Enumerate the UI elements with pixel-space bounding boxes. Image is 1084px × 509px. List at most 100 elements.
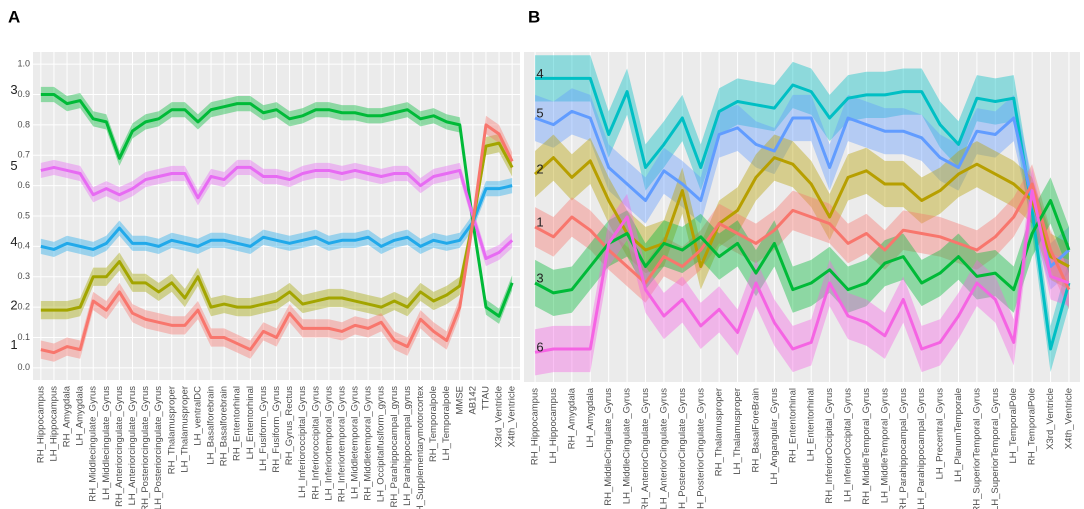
x-tick-label: RH_Amygdala: [566, 387, 577, 449]
x-tick-label: LH_MiddleCingulate_Gyrus: [622, 388, 633, 504]
x-tick-label: RH_Amygdala: [62, 385, 73, 447]
y-tick-label: 0.4: [17, 241, 30, 251]
series-label: 1: [10, 337, 17, 352]
x-tick-label: LH_Inferioroccipital_Gyrus: [297, 386, 308, 498]
series-line: [40, 123, 514, 355]
series-line: [40, 184, 513, 251]
x-tick-label: LH_Anteriorcingulate_Gyrus: [127, 386, 138, 506]
series-label: 4: [10, 234, 17, 249]
x-tick-label: RH_MiddleCingulate_Gyrus: [603, 388, 614, 506]
x-tick-label: RH_Gyrus_Rectus: [284, 386, 295, 465]
x-tick-label: RH_Parahippocampal_Gyrus: [898, 388, 909, 509]
y-tick-label: 0.6: [17, 180, 30, 190]
x-tick-label: LH_SuperiorTemporal_Gyrus: [990, 388, 1001, 509]
x-tick-label: AB142: [467, 386, 478, 415]
y-tick-label: 0.5: [17, 210, 30, 220]
x-tick-label: LH_Precentral_Gyrus: [935, 388, 946, 480]
x-tick-label: X3rd_Ventricle: [1045, 388, 1056, 450]
x-tick-label: RH_Basalforebrain: [219, 386, 230, 466]
x-tick-label: RH_MiddleTemporal_Gyrus: [861, 388, 872, 505]
x-tick-label: RH_PosteriorCingulate_Gyrus: [677, 388, 688, 509]
ribbon: [535, 167, 1069, 376]
x-tick-label: LH_Angangular_Gyrus: [769, 388, 780, 485]
x-tick-label: LH_Parahippocampal_gyrus: [402, 386, 413, 506]
x-tick-label: LH_Amygdala: [75, 385, 86, 445]
x-tick-label: RH_Thalamusproper: [714, 388, 725, 476]
x-tick-label: LH_Thalamusproper: [179, 386, 190, 473]
x-tick-label: RH_Ententorhinal: [232, 386, 243, 461]
y-tick-label: 0.3: [17, 271, 30, 281]
x-tick-label: LH_MiddleTemporal_Gyrus: [879, 388, 890, 503]
ribbon: [40, 178, 513, 257]
series-label: 2: [10, 298, 17, 313]
series-label: 6: [536, 340, 543, 355]
series-line: [534, 156, 1070, 268]
x-tick-label: RH_Thalamusproper: [166, 386, 177, 474]
x-tick-label: LH_Ententorhinal: [806, 388, 817, 461]
series-line: [534, 182, 1071, 291]
series-line: [535, 76, 1071, 351]
y-tick-label: 0.8: [17, 119, 30, 129]
x-tick-label: LH_Amygdala: [585, 387, 596, 447]
series-label: 1: [536, 214, 543, 229]
y-tick-label: 0.2: [17, 301, 30, 311]
series-line: [534, 199, 1071, 295]
x-tick-label: RH_Anteriorcingulate_Gyrus: [114, 386, 125, 507]
series-label: 5: [536, 105, 543, 120]
series-label: 5: [10, 158, 17, 173]
panel-label: A: [8, 7, 20, 26]
y-tick-label: 0.7: [17, 150, 30, 160]
x-tick-label: MMSE: [454, 386, 465, 415]
x-tick-label: RH_TemporalPole: [1027, 388, 1038, 465]
x-tick-label: X3rd_Ventricle: [494, 386, 505, 448]
x-tick-label: RH_Inferiortemporal_Gyrus: [336, 386, 347, 502]
x-tick-label: LH_Hippocampus: [48, 386, 59, 462]
y-tick-label: 0.9: [17, 89, 30, 99]
y-tick-label: 0.1: [17, 332, 30, 342]
x-tick-label: RH_Fusiform_Gyrus: [271, 386, 282, 473]
ribbon: [535, 177, 1069, 316]
panel-label: B: [528, 7, 540, 26]
x-tick-label: RH_BasalForeBrain: [750, 388, 761, 472]
x-tick-label: X4th_Ventricle: [1063, 388, 1074, 449]
x-tick-label: RH_Posteriorcingulate_Gyrus: [140, 386, 151, 509]
x-tick-label: LH_AnteriorCingulate_Gyrus: [658, 388, 669, 509]
x-tick-label: RH_SuperiorTemporal_Gyrus: [971, 388, 982, 509]
ribbon: [535, 55, 1069, 373]
x-tick-label: LH_Parahippocampal_Gyrus: [916, 388, 927, 509]
series-label: 3: [10, 82, 17, 97]
x-tick-label: LH_InferiorOccipital_Gyrus: [843, 388, 854, 502]
x-tick-label: LH_Occipitalfusiform_gyrus: [376, 386, 387, 502]
series-label: 4: [536, 66, 543, 81]
x-tick-label: RH_Temporalpole: [428, 386, 439, 462]
x-tick-label: LH_Thalamusproper: [732, 388, 743, 475]
ribbon: [40, 159, 513, 267]
x-tick-label: LH_Posteriorcingulate_Gyrus: [153, 386, 164, 509]
x-tick-label: RH_Middletemporal_Gyrus: [363, 386, 374, 501]
y-tick-label: 1.0: [17, 59, 30, 69]
x-tick-label: RH_Middlecingulate_Gyrus: [88, 386, 99, 502]
x-tick-label: LH_Inferiortemporal_Gyrus: [323, 386, 334, 501]
y-tick-label: 0.0: [17, 362, 30, 372]
series-line: [40, 141, 514, 312]
x-tick-label: RH_Hippocampus: [530, 388, 541, 465]
x-tick-label: LH_Middlecingulate_Gyrus: [101, 386, 112, 500]
x-tick-label: LH_Fusiform_Gyrus: [258, 386, 269, 471]
x-tick-label: LH_Hippocampus: [548, 388, 559, 464]
series-label: 2: [536, 162, 543, 177]
x-tick-label: LH_Temporalpole: [441, 386, 452, 460]
x-tick-label: LH_ventralDC: [192, 386, 203, 446]
x-tick-label: RH_InferiorOccipital_Gyrus: [824, 388, 835, 504]
ribbon: [535, 164, 1069, 310]
series-label: 3: [536, 270, 543, 285]
ribbon: [535, 88, 1069, 290]
x-tick-label: RH_Ententorhinal: [787, 388, 798, 463]
x-tick-label: RH_AnteriorCingulate_Gyrus: [640, 388, 651, 509]
x-tick-label: LH_PlanumTemporale: [953, 388, 964, 482]
x-tick-label: X4th_Ventricle: [507, 386, 518, 447]
x-tick-label: RH_Hippocampus: [35, 386, 46, 463]
x-tick-label: TTAU: [480, 386, 491, 410]
x-tick-label: LH_PosteriorCingulate_Gyrus: [695, 388, 706, 509]
ribbon: [535, 134, 1069, 290]
